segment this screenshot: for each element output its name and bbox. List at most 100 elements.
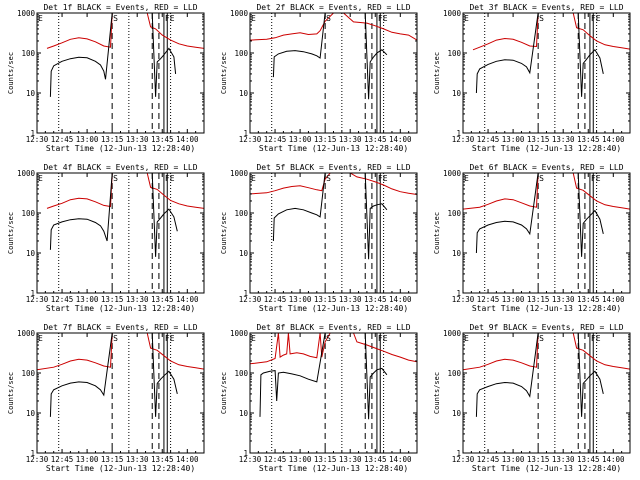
y-tick-label: 10 (452, 89, 462, 98)
x-axis-label: Start Time (12-Jun-13 12:28:40) (46, 144, 195, 153)
x-tick-label: 12:45 (51, 135, 74, 144)
plot-frame (249, 12, 418, 134)
plot-frame (462, 332, 631, 454)
y-tick-label: 100 (234, 49, 248, 58)
lld-series-line (46, 13, 204, 49)
x-tick-label: 14:00 (176, 455, 199, 464)
x-tick-label: 12:30 (239, 455, 262, 464)
event-marker-label: S (539, 14, 544, 23)
panel-title: Det 9f BLACK = Events, RED = LLD (469, 323, 623, 332)
event-marker-label: E (38, 14, 43, 23)
x-tick-label: 13:15 (101, 455, 124, 464)
event-marker-label: S (326, 14, 331, 23)
lld-series-line (250, 173, 417, 195)
reference-lines (271, 173, 385, 293)
panel-title: Det 5f BLACK = Events, RED = LLD (256, 163, 410, 172)
lld-series-line (463, 333, 630, 371)
y-tick-label: 10 (26, 89, 36, 98)
y-tick-label: 100 (234, 209, 248, 218)
y-tick-label: 10 (239, 409, 249, 418)
y-tick-label: 10 (239, 249, 249, 258)
event-marker-label: FE (591, 174, 601, 183)
events-series-line (49, 13, 177, 97)
event-marker-label: S (539, 174, 544, 183)
x-tick-label: 12:45 (51, 295, 74, 304)
y-tick-label: 1000 (230, 9, 249, 18)
event-marker-label: E (464, 174, 469, 183)
x-tick-label: 12:30 (239, 135, 262, 144)
events-series-line (475, 173, 604, 257)
panel-title: Det 3f BLACK = Events, RED = LLD (469, 3, 623, 12)
x-tick-label: 13:45 (577, 295, 600, 304)
event-marker-label: S (113, 334, 118, 343)
x-tick-label: 13:00 (502, 295, 525, 304)
x-tick-label: 13:45 (364, 135, 387, 144)
event-marker-label: FE (165, 14, 175, 23)
x-tick-label: 13:15 (101, 135, 124, 144)
lld-series-line (46, 173, 204, 209)
events-series-line (475, 333, 604, 417)
x-tick-label: 13:00 (289, 295, 312, 304)
x-tick-label: 12:30 (26, 295, 49, 304)
x-tick-label: 13:30 (126, 295, 149, 304)
x-tick-label: 13:30 (552, 295, 575, 304)
y-axis-label: Counts/sec (7, 212, 15, 254)
x-axis-label: Start Time (12-Jun-13 12:28:40) (472, 304, 621, 313)
reference-lines (484, 13, 598, 133)
y-tick-label: 1 (30, 289, 35, 298)
panel-title: Det 4f BLACK = Events, RED = LLD (43, 163, 197, 172)
x-axis-label: Start Time (12-Jun-13 12:28:40) (259, 304, 408, 313)
event-marker-label: S (326, 174, 331, 183)
x-tick-label: 13:15 (527, 135, 550, 144)
x-axis-label: Start Time (12-Jun-13 12:28:40) (46, 464, 195, 473)
event-marker-label: S (113, 174, 118, 183)
plot-frame (36, 172, 205, 294)
x-tick-label: 14:00 (602, 135, 625, 144)
x-tick-label: 14:00 (389, 455, 412, 464)
x-tick-label: 13:15 (527, 295, 550, 304)
events-series-line (475, 13, 604, 97)
reference-lines (58, 173, 172, 293)
event-marker-label: S (326, 334, 331, 343)
x-tick-label: 13:00 (76, 455, 99, 464)
y-tick-label: 10 (452, 249, 462, 258)
y-axis-label: Counts/sec (433, 212, 441, 254)
x-axis-label: Start Time (12-Jun-13 12:28:40) (259, 144, 408, 153)
y-tick-label: 1000 (17, 9, 36, 18)
x-tick-label: 13:30 (552, 455, 575, 464)
y-tick-label: 1000 (443, 329, 462, 338)
event-marker-label: FE (378, 14, 388, 23)
x-tick-label: 13:45 (577, 455, 600, 464)
y-tick-label: 10 (452, 409, 462, 418)
y-axis-label: Counts/sec (433, 52, 441, 94)
x-tick-label: 13:30 (126, 135, 149, 144)
x-tick-label: 13:45 (364, 455, 387, 464)
event-marker-label: S (539, 334, 544, 343)
event-marker-label: E (464, 14, 469, 23)
y-tick-label: 1 (30, 129, 35, 138)
event-marker-label: FE (378, 174, 388, 183)
lld-series-line (463, 173, 630, 210)
y-tick-label: 100 (234, 369, 248, 378)
event-marker-label: E (38, 334, 43, 343)
y-tick-label: 100 (447, 209, 461, 218)
x-tick-label: 12:30 (452, 455, 475, 464)
y-tick-label: 1 (243, 449, 248, 458)
x-tick-label: 13:00 (76, 295, 99, 304)
y-tick-label: 1 (456, 129, 461, 138)
y-tick-label: 1000 (443, 9, 462, 18)
x-tick-label: 13:45 (151, 135, 174, 144)
lld-series-line (250, 13, 417, 41)
plot-frame (36, 12, 205, 134)
reference-lines (271, 13, 385, 133)
y-tick-label: 10 (26, 409, 36, 418)
y-axis-label: Counts/sec (433, 372, 441, 414)
reference-lines (484, 333, 598, 453)
x-tick-label: 14:00 (602, 455, 625, 464)
